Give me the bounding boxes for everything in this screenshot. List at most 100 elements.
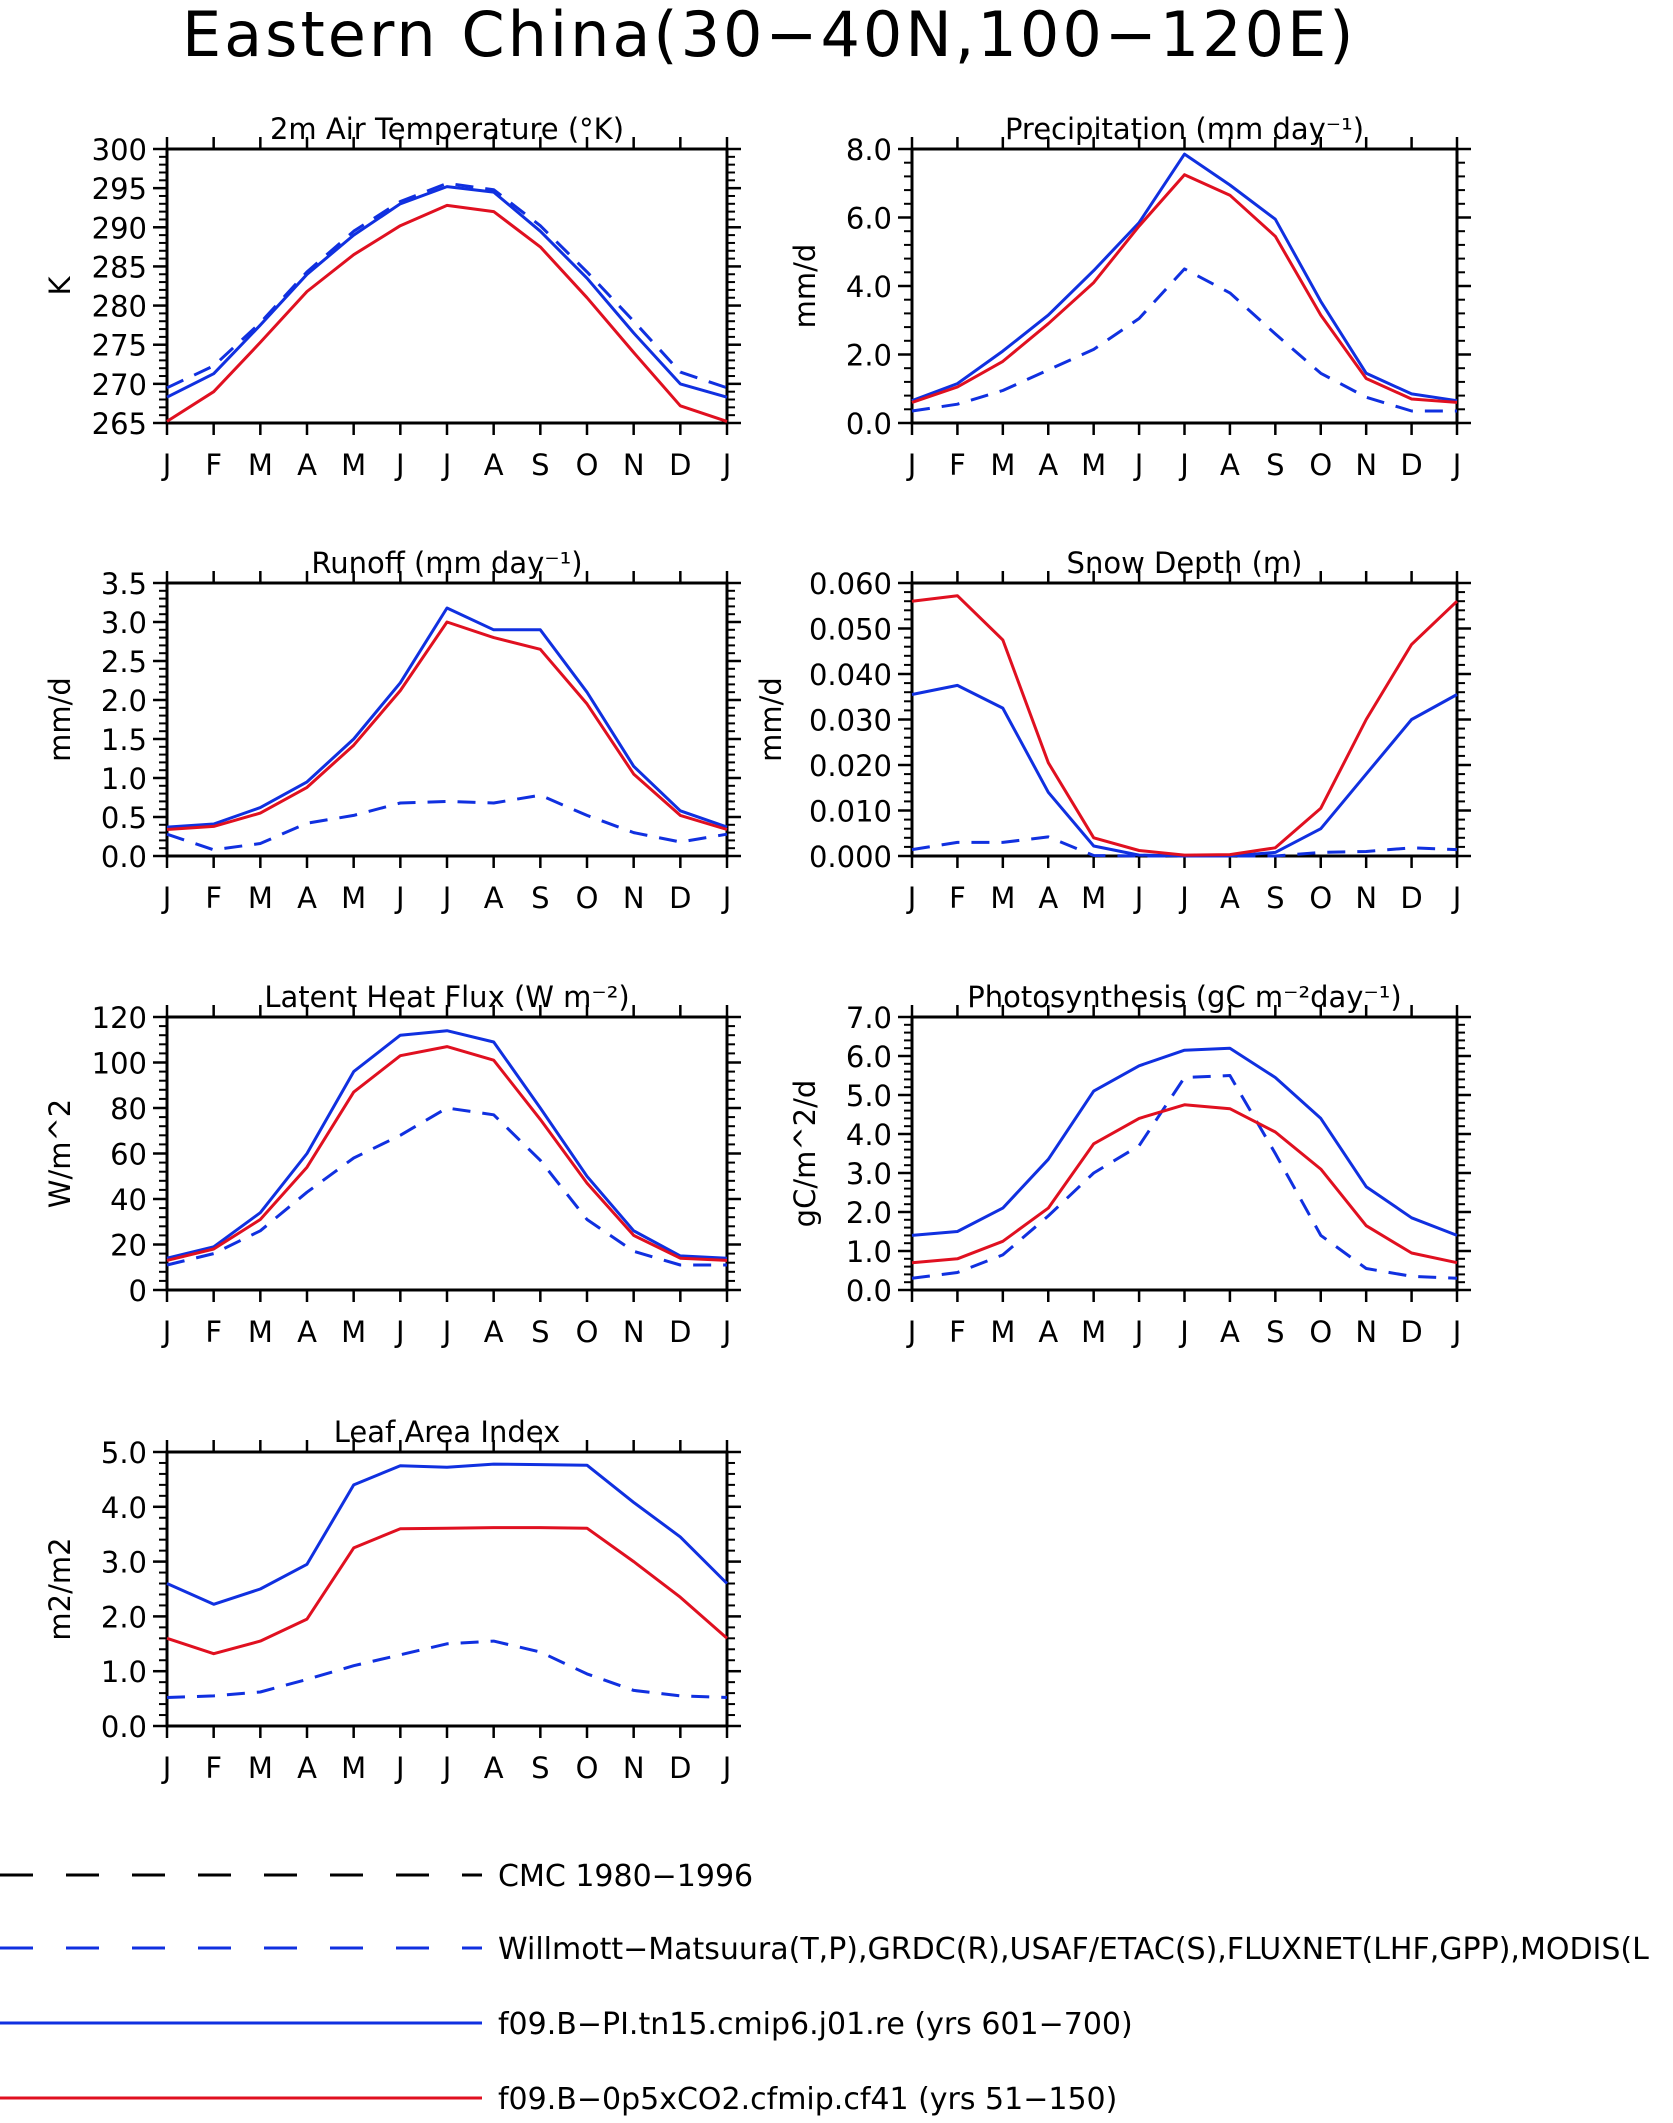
legend: CMC 1980−1996 Willmott−Matsuura(T,P),GRDC… — [0, 1859, 1649, 2117]
y-tick-label: 3.0 — [846, 1157, 892, 1191]
y-tick-label: 8.0 — [846, 133, 892, 167]
y-tick-label: 5.0 — [101, 1436, 147, 1470]
series-line-3 — [166, 1045, 728, 1262]
y-tick-label: 2.0 — [101, 1600, 147, 1634]
x-tick-label: J — [441, 448, 452, 482]
y-tick-label: 6.0 — [846, 202, 892, 236]
page-title: Eastern China(30−40N,100−120E) — [182, 0, 1357, 71]
series-line-3 — [166, 1526, 728, 1656]
x-tick-label: J — [1451, 448, 1462, 482]
x-tick-label: M — [341, 1315, 366, 1349]
x-tick-label: J — [394, 1315, 405, 1349]
y-tick-label: 3.5 — [101, 567, 147, 601]
y-tick-label: 7.0 — [846, 1001, 892, 1035]
x-tick-label: O — [1309, 448, 1332, 482]
series-line-1 — [911, 267, 1457, 413]
x-tick-label: A — [1220, 881, 1240, 915]
x-tick-label: M — [1081, 1315, 1106, 1349]
plot-frame — [910, 581, 1459, 858]
y-tick-label: 3.0 — [101, 1546, 147, 1580]
x-tick-label: A — [297, 881, 317, 915]
y-tick-label: 0.030 — [809, 704, 892, 738]
series-line-2 — [166, 606, 728, 829]
x-tick-label: J — [906, 448, 917, 482]
x-tick-label: O — [576, 1315, 599, 1349]
x-tick-label: D — [669, 1751, 691, 1785]
y-axis-label: mm/d — [754, 677, 788, 762]
y-axis-label: mm/d — [788, 244, 822, 329]
y-tick-label: 280 — [92, 290, 147, 324]
x-tick-label: J — [394, 448, 405, 482]
x-tick-label: S — [531, 1315, 549, 1349]
y-tick-label: 120 — [92, 1001, 147, 1035]
x-tick-label: N — [1355, 1315, 1377, 1349]
legend-label: f09.B−0p5xCO2.cfmip.cf41 (yrs 51−150) — [498, 2082, 1117, 2117]
y-tick-label: 295 — [92, 172, 147, 206]
x-tick-label: N — [623, 1315, 645, 1349]
y-tick-label: 5.0 — [846, 1079, 892, 1113]
chart-panel-3: Runoff (mm day⁻¹)J F M A M J J A S O N D J0.00.51.01… — [43, 546, 741, 915]
chart-panel-6: Photosynthesis (gC m⁻²day⁻¹)J F M A M J J A S O N D… — [788, 980, 1471, 1349]
x-tick-label: F — [205, 1315, 222, 1349]
x-tick-label: J — [394, 881, 405, 915]
x-tick-label: A — [484, 881, 504, 915]
x-tick-label: A — [1038, 448, 1058, 482]
x-tick-label: N — [1355, 448, 1377, 482]
x-tick-label: S — [531, 881, 549, 915]
series-line-3 — [911, 683, 1458, 858]
y-tick-label: 4.0 — [846, 1118, 892, 1152]
y-tick-label: 1.0 — [101, 762, 147, 796]
y-tick-label: 0.0 — [101, 1710, 147, 1744]
y-tick-label: 0.010 — [809, 795, 892, 829]
series-line-1 — [166, 1639, 728, 1699]
series-line-4 — [911, 594, 1459, 857]
y-tick-label: 2.0 — [846, 1196, 892, 1230]
y-axis-label: mm/d — [43, 677, 77, 762]
y-tick-label: 1.5 — [101, 723, 147, 757]
y-tick-label: 1.0 — [846, 1235, 892, 1269]
series-line-3 — [166, 620, 728, 831]
x-tick-label: N — [623, 448, 645, 482]
series-line-1 — [166, 793, 728, 852]
plot-frame — [165, 1450, 729, 1728]
x-tick-label: A — [297, 1315, 317, 1349]
x-tick-label: N — [623, 1751, 645, 1785]
x-tick-label: M — [1081, 881, 1106, 915]
y-axis-label: W/m^2 — [43, 1099, 77, 1208]
x-tick-label: J — [1178, 448, 1189, 482]
x-tick-label: S — [1266, 448, 1284, 482]
legend-label: CMC 1980−1996 — [498, 1859, 753, 1894]
x-tick-label: M — [990, 448, 1015, 482]
x-tick-label: J — [1178, 881, 1189, 915]
x-tick-label: O — [1309, 1315, 1332, 1349]
series-line-1 — [911, 1074, 1458, 1280]
x-tick-label: M — [248, 1751, 273, 1785]
x-tick-label: A — [484, 1315, 504, 1349]
y-tick-label: 0.000 — [809, 840, 892, 874]
legend-label: Willmott−Matsuura(T,P),GRDC(R),USAF/ETAC… — [498, 1932, 1649, 1967]
chart-panel-4: Snow Depth (m)J F M A M J J A S O N D J0.0000.0100.0… — [754, 546, 1471, 915]
y-tick-label: 6.0 — [846, 1040, 892, 1074]
y-tick-label: 0.040 — [809, 658, 892, 692]
series-line-1 — [166, 181, 728, 390]
chart-panel-2: Precipitation (mm day⁻¹)J F M A M J J A S O N D J0.0… — [788, 112, 1471, 482]
y-tick-label: 270 — [92, 368, 147, 402]
series-line-3 — [166, 203, 728, 423]
y-tick-label: 2.0 — [101, 684, 147, 718]
x-tick-label: D — [669, 1315, 691, 1349]
x-tick-label: F — [205, 881, 222, 915]
y-tick-label: 300 — [92, 133, 147, 167]
x-tick-label: F — [205, 1751, 222, 1785]
x-tick-label: F — [949, 1315, 966, 1349]
series-line-3 — [911, 1103, 1458, 1265]
plot-frame — [165, 1015, 729, 1292]
y-tick-label: 2.5 — [101, 645, 147, 679]
x-tick-label: J — [721, 881, 732, 915]
x-tick-label: J — [1178, 1315, 1189, 1349]
x-tick-label: M — [248, 448, 273, 482]
series-line-1 — [166, 1106, 727, 1267]
x-tick-label: F — [949, 448, 966, 482]
x-tick-label: F — [949, 881, 966, 915]
x-tick-label: J — [906, 881, 917, 915]
